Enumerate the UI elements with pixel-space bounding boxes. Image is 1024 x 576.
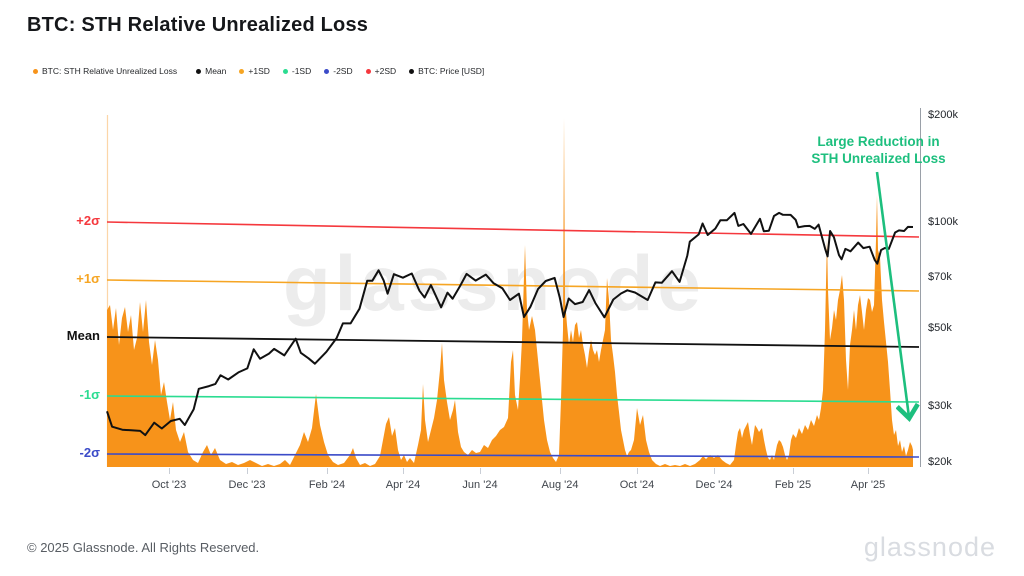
legend-item-1[interactable]: Mean — [196, 66, 226, 76]
band-label-Mean: Mean — [66, 328, 100, 343]
legend-dot — [282, 68, 288, 74]
price-tick-label: $100k — [928, 216, 958, 228]
legend-item-6[interactable]: BTC: Price [USD] — [409, 66, 484, 76]
time-tick-label: Jun '24 — [462, 479, 498, 491]
time-tick-label: Aug '24 — [541, 479, 579, 491]
band-line-+2SD — [106, 221, 920, 238]
page-title: BTC: STH Relative Unrealized Loss — [27, 14, 369, 36]
legend-dot — [239, 68, 245, 74]
annotation-line-2: STH Unrealized Loss — [811, 150, 946, 166]
time-tick-label: Dec '23 — [228, 479, 266, 491]
legend-label: BTC: Price [USD] — [418, 66, 485, 76]
annotation-arrow — [875, 171, 909, 417]
price-tick-label: $20k — [928, 456, 952, 468]
legend: BTC: STH Relative Unrealized Loss Mean +1S… — [33, 66, 484, 76]
glassnode-logo: glassnode — [863, 532, 996, 562]
annotation-text: Large Reduction in STH Unrealized Loss — [806, 134, 951, 168]
band-label--2SD: -2σ — [79, 445, 100, 460]
band-line--2SD — [106, 453, 920, 458]
time-tick-label: Oct '23 — [151, 479, 187, 491]
legend-dot — [33, 68, 38, 74]
legend-dot — [324, 68, 330, 74]
legend-label: +1SD — [248, 66, 270, 76]
legend-item-2[interactable]: +1SD — [239, 66, 270, 76]
price-tick-label: $30k — [928, 400, 952, 412]
legend-dot — [196, 68, 202, 74]
legend-item-5[interactable]: +2SD — [365, 66, 397, 76]
price-tick-label: $50k — [928, 322, 952, 334]
annotation-line-1: Large Reduction in — [817, 134, 940, 149]
time-tick-label: Feb '24 — [308, 479, 346, 491]
time-tick-label: Feb '25 — [774, 479, 812, 491]
legend-label: -1SD — [291, 66, 312, 76]
time-tick-label: Dec '24 — [695, 479, 733, 491]
loss-area-series — [107, 118, 913, 467]
legend-item-3[interactable]: -1SD — [282, 66, 312, 76]
band-line-+1SD — [106, 279, 920, 292]
copyright-text: © 2025 Glassnode. All Rights Reserved. — [27, 540, 260, 555]
legend-item-4[interactable]: -2SD — [324, 66, 353, 76]
band-line-Mean — [106, 336, 920, 348]
legend-label: +2SD — [374, 66, 397, 76]
band-label-+1SD: +1σ — [76, 271, 100, 286]
band-label--1SD: -1σ — [79, 387, 100, 402]
band-label-+2SD: +2σ — [76, 213, 100, 228]
legend-label: Mean — [205, 66, 227, 76]
legend-dot — [409, 68, 415, 74]
legend-item-0[interactable]: BTC: STH Relative Unrealized Loss — [33, 66, 177, 76]
legend-dot — [365, 68, 371, 74]
time-tick-label: Apr '25 — [850, 479, 886, 491]
legend-label: BTC: STH Relative Unrealized Loss — [42, 66, 178, 76]
time-tick-label: Apr '24 — [385, 479, 421, 491]
time-tick-label: Oct '24 — [619, 479, 655, 491]
price-line-series — [106, 211, 914, 437]
price-tick-label: $200k — [928, 109, 958, 121]
band-line--1SD — [106, 395, 920, 403]
legend-label: -2SD — [333, 66, 353, 76]
price-tick-label: $70k — [928, 271, 952, 283]
